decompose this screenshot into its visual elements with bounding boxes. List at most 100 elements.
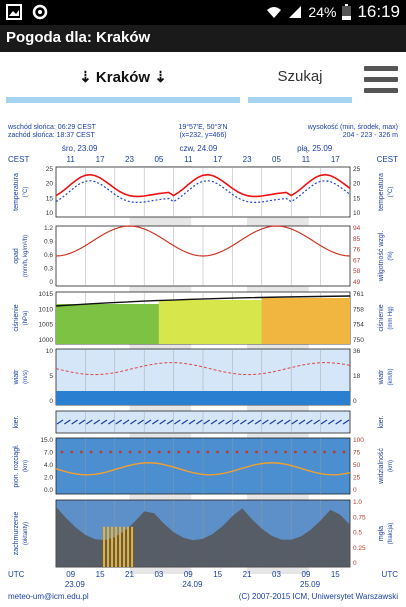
- cloud-base-dot: [274, 450, 278, 454]
- city-selector-button[interactable]: ⇣ Kraków ⇣: [79, 69, 167, 86]
- battery-percent: 24%: [308, 4, 337, 20]
- top-hour: 17: [213, 155, 222, 164]
- wind-arrow: [320, 419, 328, 425]
- tz-left: CEST: [8, 155, 29, 164]
- bottom-hour: 03: [154, 570, 163, 579]
- footer-copyright: (C) 2007-2015 ICM, Uniwersytet Warszawsk…: [239, 592, 399, 601]
- axis-label-right: ciśnienie: [378, 304, 385, 331]
- wind-arrow: [166, 419, 174, 425]
- tick-right: 25: [353, 475, 361, 482]
- wind-arrow: [262, 419, 269, 425]
- tick-right: 100: [353, 437, 364, 444]
- fog-bar: [119, 526, 122, 567]
- wind-arrow: [291, 419, 298, 425]
- toolbar: ⇣ Kraków ⇣ Szukaj: [0, 52, 406, 112]
- pressure-fill: [56, 304, 159, 344]
- wind-fill: [56, 391, 350, 405]
- pressure-fill: [158, 300, 262, 344]
- cloud-base-dot: [99, 450, 103, 454]
- tick-right: 36: [353, 348, 361, 355]
- axis-unit-left: (km): [23, 460, 29, 472]
- tick-left: 0.0: [44, 487, 53, 494]
- status-bar: 24% 16:19: [0, 0, 406, 25]
- tick-left: 10: [46, 348, 54, 355]
- sunrise-text: wschód słońca: 06:29 CEST: [7, 124, 97, 131]
- axis-unit-left: (hPa): [23, 311, 29, 326]
- tick-right: 754: [353, 322, 364, 329]
- day-label: czw, 24.09: [179, 144, 217, 153]
- axis-label-left: kier.: [13, 416, 20, 429]
- wind-arrow: [86, 419, 93, 425]
- panel-dir: kier. kier.: [13, 410, 385, 434]
- tick-right: 76: [353, 247, 361, 254]
- tick-left: 15.0: [40, 437, 53, 444]
- tick-right: 85: [353, 236, 361, 243]
- coords-text: 19°57'E, 50°3'N: [178, 123, 227, 131]
- wind-arrow: [313, 419, 320, 425]
- height-values: 204 - 223 - 326 m: [343, 132, 398, 139]
- temperature-line: [55, 173, 351, 198]
- cloud-base-dot: [80, 450, 83, 454]
- panel-vis: pion. rozciągł. (km) widzialność (km)15.07.…: [13, 437, 394, 495]
- meteogram[interactable]: wschód słońca: 06:29 CEST zachód słońca:…: [0, 118, 406, 602]
- axis-label-right: wiatr: [378, 369, 385, 385]
- wind-arrow: [210, 419, 218, 425]
- tick-left: 0: [49, 279, 53, 286]
- cloud-base-dot: [313, 450, 317, 454]
- tick-right: 49: [353, 279, 361, 286]
- cloud-base-dot: [177, 450, 181, 454]
- cloud-base-dot: [342, 450, 346, 454]
- wind-arrow: [196, 419, 203, 425]
- wind-arrow: [276, 419, 284, 425]
- bottom-hour: 09: [66, 570, 75, 579]
- tick-right: 0: [353, 398, 357, 405]
- tick-left: 0.3: [44, 266, 53, 273]
- wind-arrow: [247, 419, 254, 425]
- visibility-line: [55, 462, 351, 476]
- pressure-line: [55, 295, 351, 307]
- wind-arrow: [342, 419, 350, 425]
- bottom-date: 23.09: [65, 580, 86, 589]
- tick-left: 25: [46, 166, 54, 173]
- footer-email[interactable]: meteo-um@icm.edu.pl: [8, 592, 89, 601]
- tick-left: 1.2: [44, 225, 53, 232]
- tick-right: 18: [353, 373, 361, 380]
- battery-icon: [342, 4, 352, 20]
- utc-left: UTC: [8, 570, 25, 579]
- menu-icon[interactable]: [364, 66, 398, 100]
- sunset-text: zachód słońca: 18:37 CEST: [8, 132, 95, 139]
- axis-label-left: opad: [13, 248, 20, 264]
- app-title: Pogoda dla: Kraków: [6, 29, 151, 46]
- axis-label-right: widzialność: [378, 448, 385, 485]
- tick-right: 0.75: [353, 514, 366, 521]
- fog-bar: [115, 526, 118, 567]
- top-hour: 11: [302, 155, 311, 164]
- axis-unit-right: (frakcja): [388, 523, 394, 545]
- axis-label-left: pion. rozciągł.: [13, 444, 20, 487]
- cloud-base-dot: [89, 450, 93, 454]
- wind-arrow: [174, 419, 181, 425]
- tick-right: 50: [353, 462, 361, 469]
- top-hour: 05: [154, 155, 163, 164]
- cloud-base-dot: [157, 450, 161, 454]
- fog-bar: [107, 526, 110, 567]
- axis-unit-left: (m/s): [23, 370, 29, 384]
- bottom-hour: 09: [184, 570, 193, 579]
- wind-arrow: [152, 419, 159, 425]
- search-button[interactable]: Szukaj: [277, 68, 323, 85]
- cloud-base-dot: [216, 450, 219, 454]
- image-notification-icon: [6, 4, 22, 20]
- tick-right: 750: [353, 337, 364, 344]
- cloud-base-dot: [167, 450, 171, 454]
- wind-arrow: [306, 419, 313, 425]
- cloud-base-dot: [245, 450, 249, 454]
- axis-unit-right: (mm Hg): [388, 306, 394, 329]
- axis-unit-right: (%): [388, 251, 394, 260]
- day-label: śro, 23.09: [62, 144, 98, 153]
- wind-arrow: [78, 419, 86, 425]
- clock: 16:19: [357, 2, 400, 21]
- bottom-hour: 21: [125, 570, 134, 579]
- cloud-base-dot: [138, 450, 142, 454]
- wind-arrow: [218, 419, 225, 425]
- bottom-date: 25.09: [300, 580, 321, 589]
